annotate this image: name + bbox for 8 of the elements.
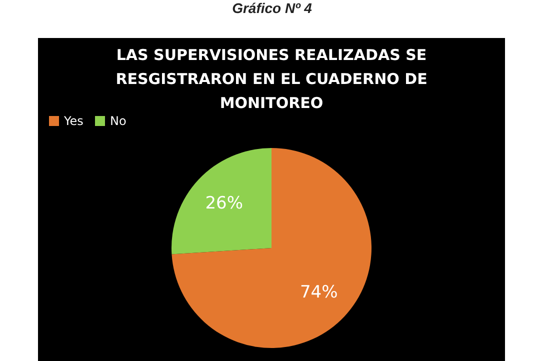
pie-slice: [172, 148, 372, 348]
data-label: 74%: [300, 282, 338, 302]
legend-label: Yes: [63, 114, 84, 128]
pie-slice: [172, 148, 272, 254]
legend-label: No: [110, 114, 126, 128]
chart-subtitle: LAS SUPERVISIONES REALIZADAS SE RESGISTRARON EN EL CUADERNO DE MONITOREO: [116, 46, 428, 112]
chart-title: Gráfico Nº 4: [231, 0, 313, 18]
data-label: 26%: [205, 194, 244, 214]
